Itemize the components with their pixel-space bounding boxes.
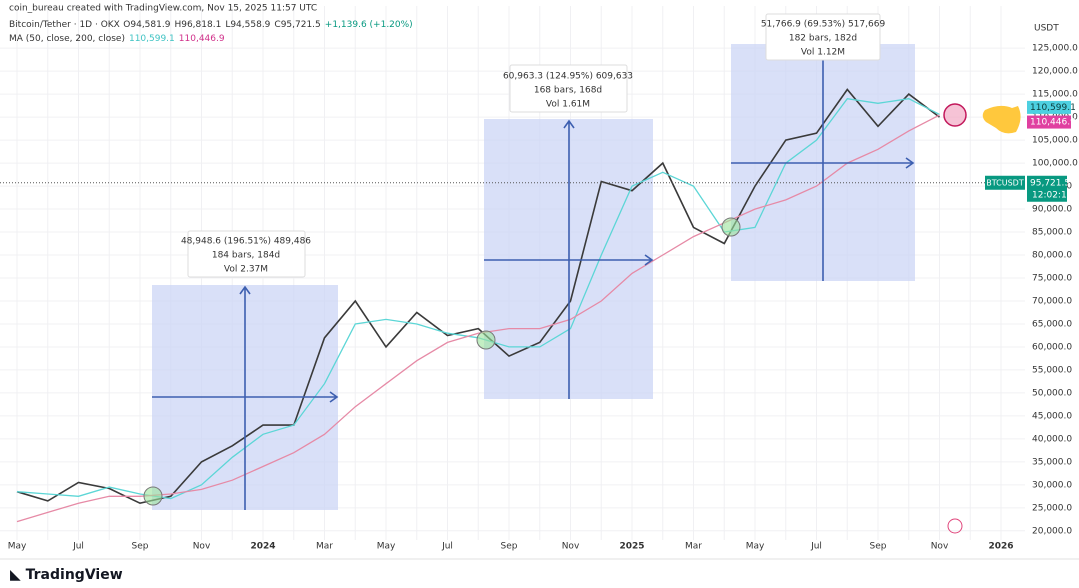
highlights [143, 103, 1021, 506]
x-tick-label: 2026 [988, 542, 1013, 552]
y-tick-label: 80,000.0 [1032, 251, 1072, 261]
measure-text: Vol 1.12M [801, 48, 845, 58]
y-tick-label: 105,000.0 [1032, 136, 1078, 146]
ohlc: H96,818.1 [174, 20, 221, 30]
x-tick-label: May [377, 542, 396, 552]
event-icon [947, 518, 963, 534]
y-tick-label: 75,000.0 [1032, 274, 1072, 284]
x-tick-label: Nov [193, 542, 211, 552]
x-tick-label: Sep [501, 542, 518, 552]
y-tick-label: 20,000.0 [1032, 526, 1072, 536]
ma-label: MA (50, close, 200, close) [9, 34, 125, 44]
y-tick-label: 125,000.0 [1032, 44, 1078, 54]
y-tick-label: 100,000.0 [1032, 159, 1078, 169]
x-tick-label: Mar [685, 542, 702, 552]
y-tick-label: 45,000.0 [1032, 411, 1072, 421]
measure-text: 48,948.6 (196.51%) 489,486 [181, 237, 311, 247]
y-tick-label: 40,000.0 [1032, 434, 1072, 444]
series-line [16, 114, 940, 523]
price-tag-text: 95,721.5 [1030, 178, 1070, 188]
measure-label [765, 13, 881, 61]
x-tick-label: May [8, 542, 27, 552]
measure-text: 60,963.3 (124.95%) 609,633 [503, 72, 633, 82]
series-line [16, 88, 940, 505]
brand-icon: ◣ [10, 567, 26, 583]
x-tick-label: Nov [931, 542, 949, 552]
y-tick-label: 25,000.0 [1032, 503, 1072, 513]
ohlc: L94,558.9 [225, 20, 270, 30]
y-tick-label: 120,000.0 [1032, 67, 1078, 77]
y-tick-label: 115,000.0 [1032, 90, 1078, 100]
x-tick-label: Mar [316, 542, 333, 552]
y-tick-label: 55,000.0 [1032, 365, 1072, 375]
ma-value: 110,599.1 [129, 34, 175, 44]
y-tick-label: 60,000.0 [1032, 342, 1072, 352]
y-tick-label: 90,000.0 [1032, 205, 1072, 215]
ma-tag-text: 110,599.1 [1030, 103, 1076, 113]
x-tick-label: Nov [562, 542, 580, 552]
symbol-tag-text: BTCUSDT [986, 178, 1024, 187]
measure-text: Vol 2.37M [224, 265, 268, 275]
symbol-line: Bitcoin/Tether · 1D · OKX O94,581.9 H96,81… [9, 20, 413, 30]
change: +1,139.6 (+1.20%) [325, 20, 413, 30]
y-tick-label: 35,000.0 [1032, 457, 1072, 467]
x-tick-label: Jul [441, 542, 453, 552]
y-tick-label: 50,000.0 [1032, 388, 1072, 398]
x-tick-label: Jul [810, 542, 822, 552]
measure-text: 51,766.9 (69.53%) 517,669 [761, 20, 886, 30]
measure-text: Vol 1.61M [546, 100, 590, 110]
measure-text: 184 bars, 184d [212, 251, 280, 261]
countdown: 12:02:15 [1032, 190, 1072, 200]
y-tick-label: 30,000.0 [1032, 480, 1072, 490]
x-tick-label: Sep [132, 542, 149, 552]
x-tick-label: 2024 [250, 542, 275, 552]
measure-label [509, 64, 628, 113]
x-tick-label: Jul [72, 542, 84, 552]
measure-text: 182 bars, 182d [789, 34, 857, 44]
brand-name: TradingView [26, 567, 123, 583]
currency-label: USDT [1034, 24, 1059, 34]
ma-tag-text: 110,446.9 [1030, 118, 1076, 128]
x-tick-label: Sep [870, 542, 887, 552]
brand: ◣ TradingView [10, 567, 123, 583]
x-tick-label: May [746, 542, 765, 552]
ohlc: O94,581.9 [123, 20, 170, 30]
y-tick-label: 85,000.0 [1032, 228, 1072, 238]
credit: coin_bureau created with TradingView.com… [9, 4, 317, 14]
price-tag [1027, 175, 1067, 202]
y-tick-label: 70,000.0 [1032, 296, 1072, 306]
x-tick-label: 2025 [619, 542, 644, 552]
symbol-tag [985, 175, 1025, 190]
ohlc: C95,721.5 [274, 20, 320, 30]
y-tick-label: 65,000.0 [1032, 319, 1072, 329]
measure-text: 168 bars, 168d [534, 86, 602, 96]
ma-tag [1027, 115, 1071, 129]
ma-line: MA (50, close, 200, close) 110,599.1 110,4… [9, 34, 225, 44]
symbol: Bitcoin/Tether · 1D · OKX [9, 20, 120, 30]
ma-value: 110,446.9 [179, 34, 225, 44]
measure-label [187, 230, 306, 278]
ma-tag [1027, 100, 1071, 114]
